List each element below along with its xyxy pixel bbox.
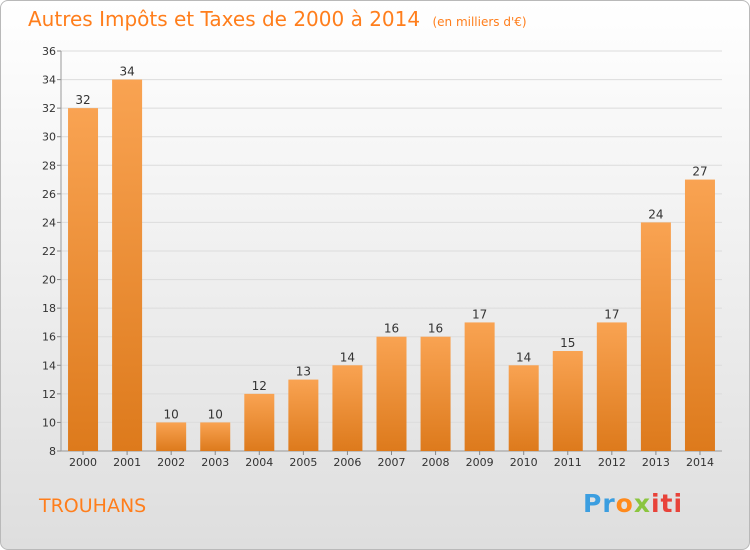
bar-2003: [200, 422, 231, 451]
logo-part-2: o: [615, 489, 634, 518]
data-label: 10: [208, 407, 223, 421]
y-tick-label: 8: [49, 445, 56, 458]
bar-2010: [508, 365, 539, 451]
data-label: 32: [75, 93, 90, 107]
y-tick-label: 18: [42, 302, 56, 315]
x-tick-label: 2006: [333, 456, 361, 469]
y-tick-label: 16: [42, 331, 56, 344]
logo-part-3: x: [633, 489, 651, 518]
data-labels: 32 34 10 10 12 13 14 16 16 17 14 15 17 24 27: [75, 65, 707, 422]
x-tick-label: 2010: [510, 456, 538, 469]
x-tick-label: 2009: [466, 456, 494, 469]
bar-2000: [68, 108, 99, 452]
bar-2007: [376, 336, 407, 451]
bar-2014: [684, 179, 715, 452]
data-label: 17: [604, 307, 619, 321]
bars: [68, 79, 715, 452]
y-tick-label: 34: [42, 74, 56, 87]
data-label: 15: [560, 336, 575, 350]
bar-2002: [156, 422, 187, 451]
data-label: 14: [516, 350, 531, 364]
y-tick-label: 12: [42, 388, 56, 401]
data-label: 27: [692, 165, 707, 179]
y-tick-label: 14: [42, 359, 56, 372]
x-tick-label: 2004: [245, 456, 273, 469]
data-label: 16: [384, 322, 399, 336]
x-tick-label: 2001: [113, 456, 141, 469]
data-label: 10: [164, 407, 179, 421]
y-tick-label: 24: [42, 216, 56, 229]
y-tick-label: 10: [42, 416, 56, 429]
logo-part-4: iti: [650, 489, 684, 518]
x-tick-label: 2013: [642, 456, 670, 469]
y-tick-label: 28: [42, 159, 56, 172]
data-label: 34: [119, 65, 134, 79]
data-label: 16: [428, 322, 443, 336]
chart-title: Autres Impôts et Taxes de 2000 à 2014 (e…: [28, 7, 527, 31]
y-tick-label: 22: [42, 245, 56, 258]
bar-2009: [464, 322, 495, 451]
bar-2004: [244, 393, 275, 451]
y-tick-label: 26: [42, 188, 56, 201]
x-tick-label: 2005: [289, 456, 317, 469]
x-tick-label: 2011: [554, 456, 582, 469]
data-label: 13: [296, 365, 311, 379]
data-label: 17: [472, 307, 487, 321]
y-tick-label: 20: [42, 274, 56, 287]
chart-title-text: Autres Impôts et Taxes de 2000 à 2014: [28, 7, 421, 31]
y-tick-label: 36: [42, 45, 56, 58]
bar-2001: [112, 79, 143, 452]
x-tick-label: 2014: [686, 456, 714, 469]
y-tick-label: 30: [42, 131, 56, 144]
bar-2005: [288, 379, 319, 451]
data-label: 24: [648, 207, 663, 221]
data-label: 14: [340, 350, 355, 364]
x-tick-label: 2000: [69, 456, 97, 469]
bar-2008: [420, 336, 451, 451]
bar-2011: [552, 351, 583, 451]
chart-subtitle: (en milliers d'€): [432, 15, 527, 29]
bar-2006: [332, 365, 363, 451]
location-name: TROUHANS: [39, 495, 147, 517]
x-tick-label: 2012: [598, 456, 626, 469]
bar-2013: [640, 222, 671, 451]
data-label: 12: [252, 379, 267, 393]
x-tick-label: 2007: [378, 456, 406, 469]
x-tick-label: 2003: [201, 456, 229, 469]
x-tick-label: 2002: [157, 456, 185, 469]
x-tick-label: 2008: [422, 456, 450, 469]
bar-2012: [596, 322, 627, 451]
logo-part-1: Pr: [583, 489, 616, 518]
y-tick-label: 32: [42, 102, 56, 115]
proxiti-logo: Proxiti: [583, 489, 683, 518]
